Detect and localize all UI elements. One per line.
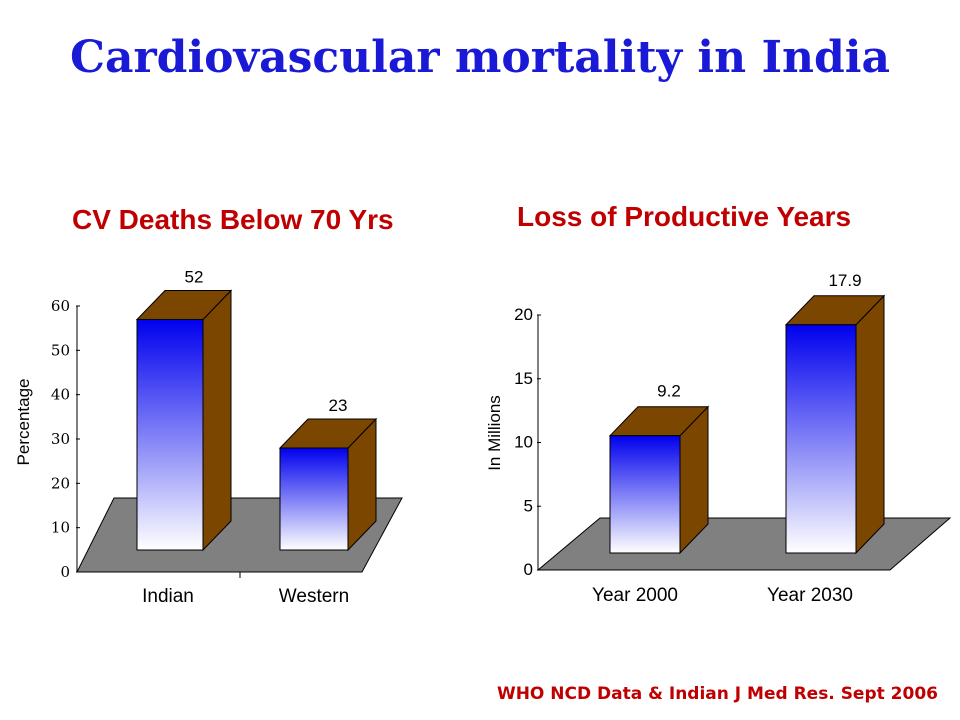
y-axis-label: In Millions [485, 395, 504, 471]
y-tick-label: 60 [51, 297, 70, 315]
chart-title-productive-years: Loss of Productive Years [517, 201, 852, 232]
x-tick-label-western: Western [279, 586, 349, 607]
bar-year-2030 [784, 294, 886, 555]
source-citation: WHO NCD Data & Indian J Med Res. Sept 20… [496, 684, 938, 704]
bar-western [278, 417, 378, 552]
y-tick-label: 10 [514, 433, 533, 452]
bar-front [279, 447, 349, 551]
data-label-western: 23 [329, 396, 348, 415]
data-label-year-2030: 17.9 [828, 271, 861, 290]
y-tick-label: 20 [514, 305, 533, 324]
y-axis-label: Percentage [14, 379, 33, 466]
x-tick-label-indian: Indian [142, 586, 194, 607]
bar-side [202, 289, 232, 552]
chart-productive-years: 0 5 10 15 20 In Millions Year 2000 Year 2030… [485, 271, 952, 606]
data-label-indian: 52 [185, 267, 204, 286]
y-tick-label: 15 [514, 369, 533, 388]
y-tick-label: 20 [51, 474, 70, 492]
y-tick-label: 50 [51, 341, 70, 359]
chart-title-cv-deaths: CV Deaths Below 70 Yrs [72, 204, 394, 235]
bar-indian [135, 289, 233, 552]
x-tick-label-year-2000: Year 2000 [592, 585, 678, 606]
data-label-year-2000: 9.2 [657, 382, 681, 401]
bar-front [136, 318, 204, 551]
bar-front [609, 435, 681, 554]
y-tick-label: 0 [524, 560, 533, 579]
y-tick-label: 30 [51, 430, 70, 448]
x-tick-label-year-2030: Year 2030 [767, 585, 853, 606]
bar-side [855, 294, 885, 555]
chart-floor [536, 517, 952, 571]
y-tick-label: 10 [51, 519, 70, 537]
slide-title: Cardiovascular mortality in India [69, 32, 891, 83]
bar-year-2000 [608, 405, 710, 555]
y-tick-label: 0 [60, 563, 70, 581]
y-tick-label: 5 [524, 496, 533, 515]
y-tick-label: 40 [51, 386, 70, 404]
bar-front [785, 324, 857, 554]
